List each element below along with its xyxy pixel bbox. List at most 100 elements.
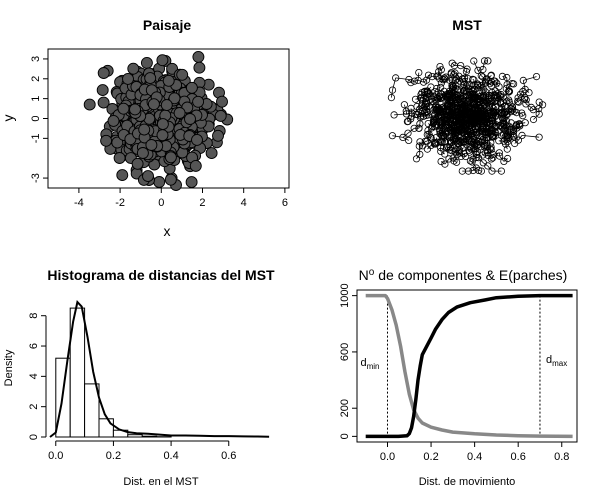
mst-point: [433, 108, 442, 116]
mst-point: [431, 117, 439, 125]
paisaje-point: [189, 159, 202, 172]
histogram-x-tick-label: 0.4: [163, 450, 178, 462]
mst-point: [509, 80, 518, 88]
mst-point: [388, 132, 396, 140]
components-vline-label: dmax: [546, 354, 567, 368]
paisaje-point: [216, 95, 228, 108]
mst-point: [427, 98, 435, 106]
paisaje-x-tick-label: -2: [115, 197, 125, 209]
mst-point: [489, 150, 497, 158]
mst-edge: [426, 137, 432, 142]
components-title-rest: de componentes & E(parches): [374, 267, 567, 283]
components-x-tick-label: 0.0: [380, 451, 395, 463]
mst-point: [387, 94, 395, 102]
paisaje-y-tick-label: 0: [30, 115, 42, 121]
mst-point: [463, 131, 471, 139]
components-x-axis: 0.0 0.2 0.4 0.6 0.8: [380, 442, 569, 463]
mst-point: [431, 88, 439, 96]
mst-point: [424, 90, 432, 98]
mst-point: [461, 152, 470, 161]
mst-point: [412, 155, 421, 163]
mst-edge: [508, 100, 510, 103]
mst-point: [460, 130, 469, 138]
mst-point: [505, 126, 513, 134]
mst-point: [448, 59, 456, 67]
mst-point: [535, 133, 543, 141]
mst-point: [479, 159, 487, 167]
components-x-tick-label: 0.8: [554, 451, 569, 463]
mst-point: [495, 152, 504, 160]
mst-point: [423, 107, 431, 115]
mst-point: [440, 125, 448, 133]
mst-point: [441, 75, 449, 83]
mst-edge: [440, 151, 445, 155]
mst-point: [446, 111, 455, 119]
mst-point: [436, 83, 445, 92]
paisaje-point: [164, 173, 177, 186]
histogram-bar: [84, 383, 100, 438]
mst-point: [491, 112, 500, 121]
mst-point: [512, 122, 520, 130]
mst-point: [419, 107, 427, 115]
mst-point: [489, 154, 497, 162]
mst-point: [482, 139, 491, 147]
mst-point: [471, 100, 479, 108]
mst-point: [488, 119, 496, 128]
mst-point: [497, 167, 505, 175]
paisaje-y-tick-label: 2: [30, 76, 42, 82]
mst-point: [414, 76, 422, 84]
mst-edge: [426, 75, 429, 81]
mst-point: [438, 117, 447, 125]
mst-point: [472, 149, 480, 157]
mst-point: [444, 101, 452, 109]
mst-point: [495, 83, 503, 91]
mst-point: [466, 157, 474, 165]
paisaje-point: [97, 96, 110, 109]
mst-point: [450, 117, 458, 125]
mst-point: [417, 112, 425, 120]
histogram-x-axis: 0.0 0.2 0.4 0.6: [48, 440, 236, 462]
mst-point: [529, 115, 538, 124]
mst-point: [441, 160, 449, 168]
mst-point: [459, 87, 468, 95]
mst-edge: [422, 141, 426, 147]
mst-edge: [477, 69, 483, 71]
components-x-tick-label: 0.4: [467, 451, 482, 463]
mst-point: [469, 101, 477, 109]
mst-point: [514, 97, 522, 106]
mst-point: [478, 107, 486, 116]
mst-point: [446, 143, 454, 151]
mst-point: [519, 112, 527, 120]
paisaje-point: [160, 99, 173, 112]
components-vline-label-sub: min: [367, 362, 380, 371]
paisaje-point: [138, 123, 151, 136]
mst-edge: [482, 60, 485, 70]
mst-point: [457, 152, 465, 160]
mst-point: [491, 77, 499, 85]
paisaje-x-tick-label: 0: [158, 197, 164, 209]
mst-point: [457, 61, 465, 70]
paisaje-point: [173, 107, 186, 119]
mst-point: [522, 100, 530, 108]
mst-point: [400, 101, 408, 109]
mst-edge: [506, 88, 509, 92]
mst-point: [435, 93, 443, 101]
mst-point: [432, 103, 440, 112]
histogram-y-tick-label: 6: [28, 343, 40, 349]
mst-point: [411, 95, 420, 103]
mst-edge: [481, 75, 483, 78]
mst-point: [405, 136, 413, 144]
mst-point: [459, 104, 467, 112]
mst-edge: [417, 72, 420, 81]
paisaje-point: [214, 109, 227, 122]
mst-edge: [495, 131, 499, 134]
mst-point: [487, 92, 495, 100]
mst-point: [505, 88, 513, 96]
mst-edge: [466, 68, 468, 72]
mst-edge: [522, 89, 526, 92]
histogram-x-tick-label: 0.0: [48, 450, 63, 462]
mst-point: [410, 77, 418, 85]
